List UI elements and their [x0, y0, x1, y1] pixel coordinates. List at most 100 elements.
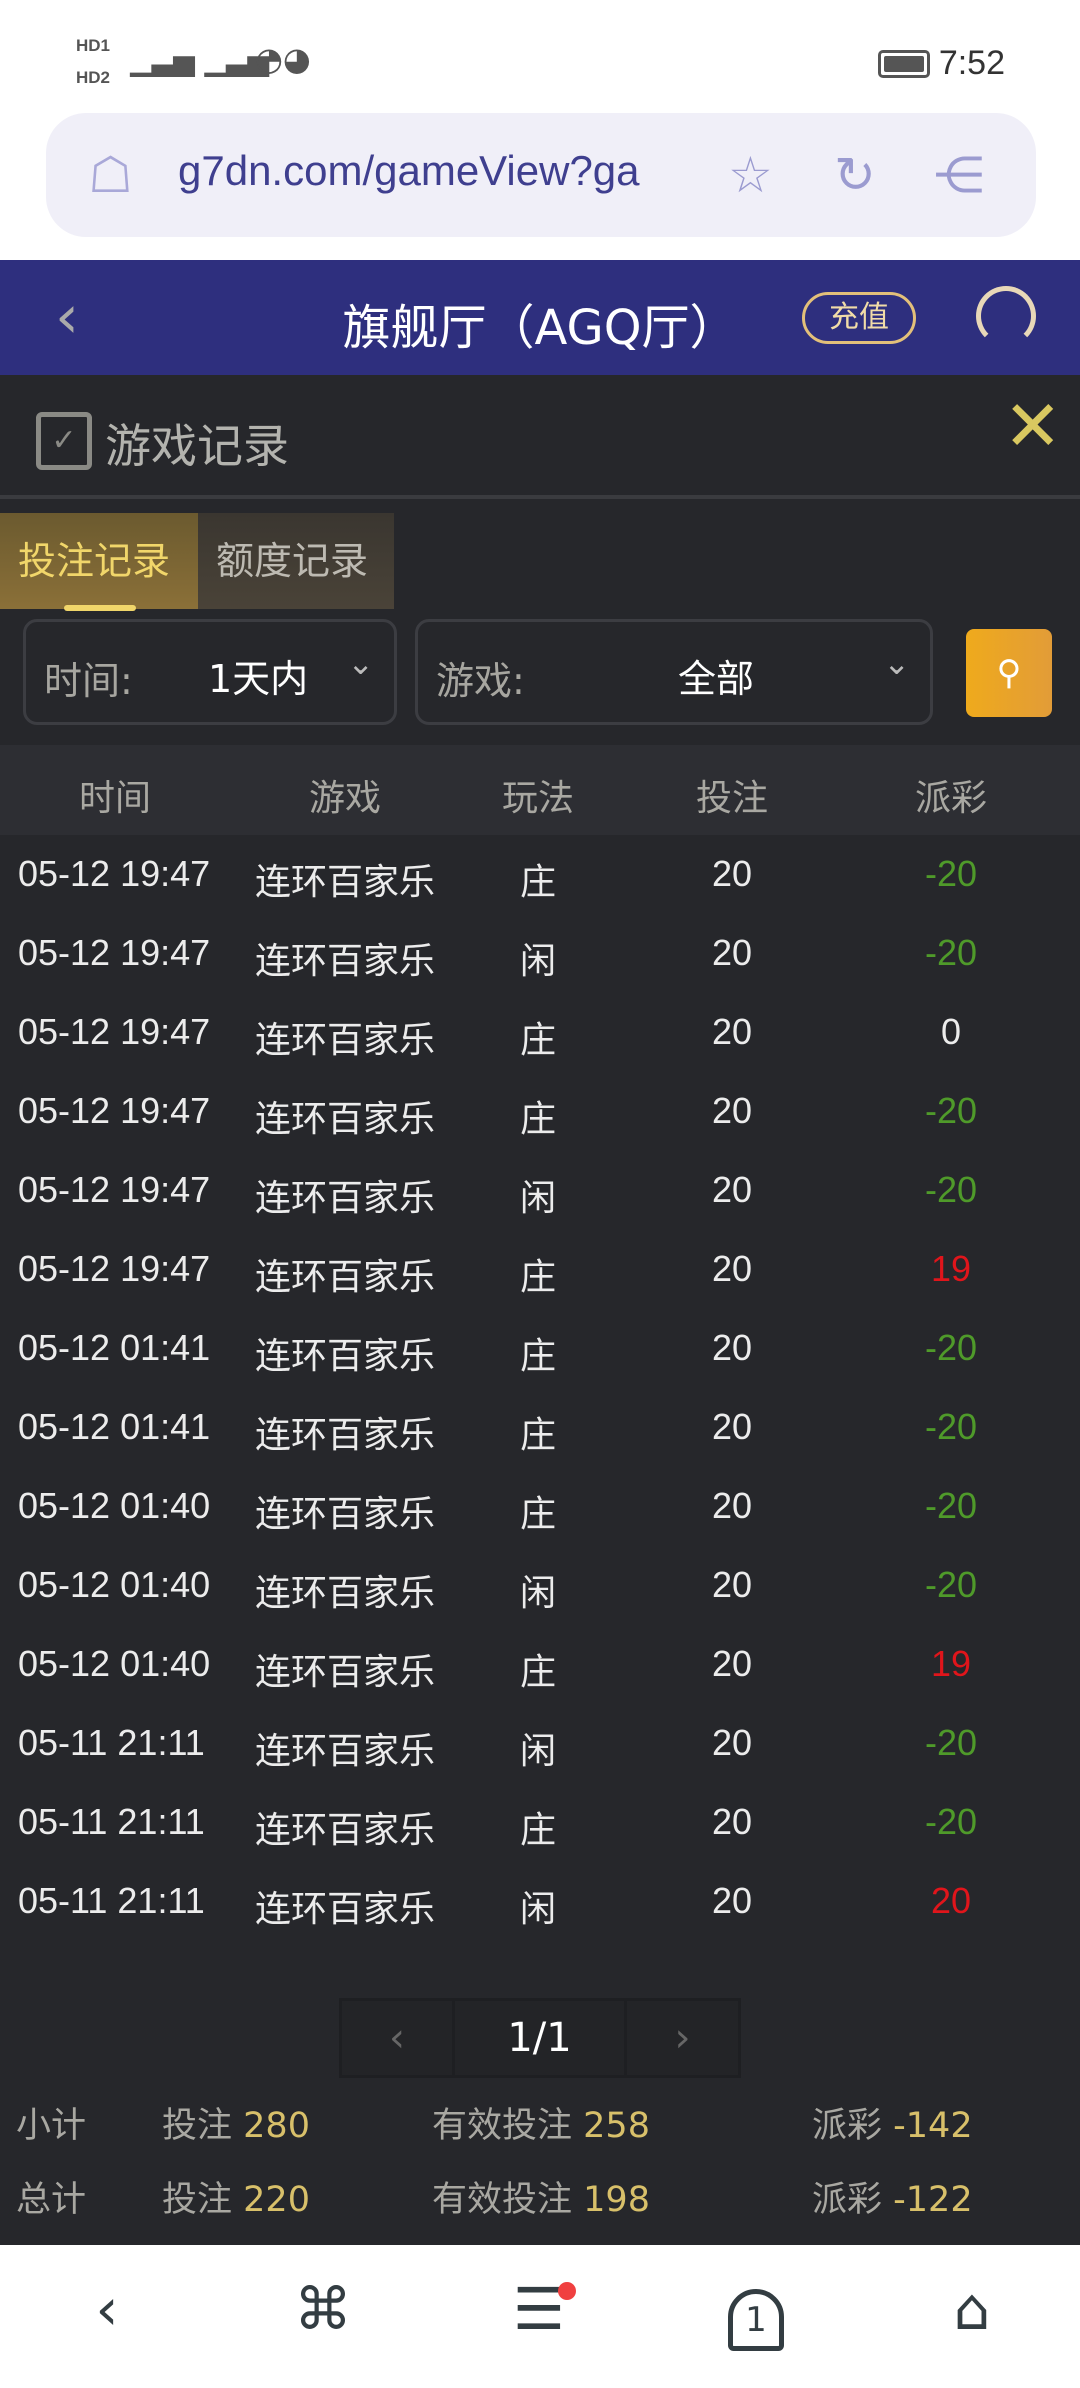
active-tab-indicator: [64, 605, 136, 611]
table-row: 05-12 19:47 连环百家乐 闲 20 -20: [0, 1151, 1080, 1230]
time-label: 时间:: [44, 659, 133, 703]
cell-game: 连环百家乐: [254, 1335, 436, 1376]
cell-game: 连环百家乐: [254, 861, 436, 902]
subtotal-label: 小计: [16, 2106, 87, 2146]
cell-time: 05-11 21:11: [18, 1801, 205, 1842]
value: 220: [243, 2180, 310, 2220]
cell-game: 连环百家乐: [254, 1019, 436, 1060]
search-button[interactable]: ⚲: [966, 629, 1052, 717]
back-icon[interactable]: ‹: [95, 2275, 119, 2343]
tab-credit-records[interactable]: 额度记录: [198, 513, 394, 609]
cell-bet: 20: [711, 1327, 753, 1368]
subtotal-bet: 投注 280: [162, 2097, 310, 2148]
total-payout: 派彩 -122: [812, 2171, 973, 2222]
cell-game: 连环百家乐: [254, 1177, 436, 1218]
table-row: 05-12 01:40 连环百家乐 闲 20 -20: [0, 1546, 1080, 1625]
label: 派彩: [812, 2180, 883, 2220]
game-select[interactable]: 游戏: 全部 ⌄: [415, 619, 933, 725]
cell-game: 连环百家乐: [254, 1730, 436, 1771]
wifi-icon: ◔◕: [255, 40, 311, 78]
header-game: 游戏: [308, 778, 382, 819]
table-row: 05-12 01:40 连环百家乐 庄 20 19: [0, 1625, 1080, 1704]
subtotal-payout: 派彩 -142: [812, 2097, 973, 2148]
modal-title: 游戏记录: [105, 419, 289, 473]
command-icon[interactable]: ⌘: [294, 2275, 352, 2343]
label: 投注: [162, 2106, 233, 2146]
cell-game: 连环百家乐: [254, 1256, 436, 1297]
page-title: 旗舰厅（AGQ厅）: [342, 300, 738, 356]
notification-dot: [558, 2282, 576, 2300]
recharge-button[interactable]: 充值: [802, 292, 916, 344]
reload-icon[interactable]: ↻: [834, 146, 876, 204]
value: -122: [893, 2180, 973, 2220]
next-page-button[interactable]: ›: [674, 2015, 691, 2061]
cell-bet: 20: [711, 1485, 753, 1526]
address-bar[interactable]: ☖ g7dn.com/gameView?ga ☆ ↻ ⋲: [46, 113, 1036, 237]
cell-time: 05-12 01:41: [18, 1406, 211, 1447]
cell-payout: -20: [924, 1801, 978, 1842]
tabs-icon[interactable]: 1: [728, 2289, 784, 2351]
header-time: 时间: [78, 778, 152, 819]
cell-time: 05-12 01:40: [18, 1485, 211, 1526]
label: 派彩: [812, 2106, 883, 2146]
table-row: 05-12 01:41 连环百家乐 庄 20 -20: [0, 1388, 1080, 1467]
cell-time: 05-12 01:40: [18, 1564, 211, 1605]
header-payout: 派彩: [914, 778, 988, 819]
cell-bet: 20: [711, 1406, 753, 1447]
cell-payout: -20: [924, 1406, 978, 1447]
cell-signal-icon: ▁▃▅ ▁▃▅: [130, 44, 269, 77]
cell-play: 庄: [519, 861, 557, 902]
cell-play: 闲: [519, 940, 557, 981]
cell-bet: 20: [711, 1801, 753, 1842]
cell-payout: -20: [924, 1485, 978, 1526]
cell-play: 闲: [519, 1888, 557, 1929]
cell-play: 闲: [519, 1730, 557, 1771]
cell-time: 05-12 01:40: [18, 1643, 211, 1684]
page-indicator: 1/1: [455, 2001, 627, 2075]
value: -142: [893, 2106, 973, 2146]
value: 258: [583, 2106, 650, 2146]
cell-payout: -20: [924, 1169, 978, 1210]
home-icon[interactable]: ⌂: [953, 2275, 991, 2343]
cell-payout: -20: [924, 932, 978, 973]
cell-play: 庄: [519, 1256, 557, 1297]
browser-nav-bar: ‹ ⌘ ☰ 1 ⌂: [0, 2245, 1080, 2388]
cell-bet: 20: [711, 1564, 753, 1605]
cell-play: 闲: [519, 1177, 557, 1218]
cell-time: 05-12 19:47: [18, 1090, 211, 1131]
cell-bet: 20: [711, 1011, 753, 1052]
subtotal-valid-bet: 有效投注 258: [432, 2097, 650, 2148]
value: 198: [583, 2180, 650, 2220]
cell-time: 05-12 19:47: [18, 932, 211, 973]
cell-payout: -20: [924, 1564, 978, 1605]
cell-play: 闲: [519, 1572, 557, 1613]
chevron-down-icon: ⌄: [883, 644, 910, 682]
tab-bet-records[interactable]: 投注记录: [0, 513, 198, 609]
cell-payout: -20: [924, 1327, 978, 1368]
cell-play: 庄: [519, 1651, 557, 1692]
share-icon[interactable]: ⋲: [934, 146, 984, 204]
cell-payout: 19: [930, 1248, 972, 1289]
url-text[interactable]: g7dn.com/gameView?ga: [178, 147, 640, 194]
customer-service-icon[interactable]: [976, 286, 1036, 346]
ghost-security-icon[interactable]: ☖: [88, 146, 133, 204]
close-icon[interactable]: ✕: [1003, 385, 1062, 467]
total-bet: 投注 220: [162, 2171, 310, 2222]
cell-game: 连环百家乐: [254, 1493, 436, 1534]
menu-icon[interactable]: ☰: [513, 2275, 565, 2343]
star-icon[interactable]: ☆: [728, 146, 773, 204]
cell-time: 05-12 19:47: [18, 1169, 211, 1210]
cell-play: 庄: [519, 1414, 557, 1455]
cell-game: 连环百家乐: [254, 1651, 436, 1692]
cell-payout: -20: [924, 1722, 978, 1763]
cell-game: 连环百家乐: [254, 1888, 436, 1929]
app-header: ‹ 旗舰厅（AGQ厅） 充值: [0, 260, 1080, 375]
time-select[interactable]: 时间: 1天内 ⌄: [23, 619, 397, 725]
table-row: 05-12 19:47 连环百家乐 庄 20 0: [0, 993, 1080, 1072]
cell-game: 连环百家乐: [254, 1572, 436, 1613]
label: 投注: [162, 2180, 233, 2220]
prev-page-button[interactable]: ‹: [342, 2001, 455, 2075]
back-icon[interactable]: ‹: [55, 282, 79, 352]
game-record-modal: ✓ 游戏记录 ✕ 投注记录 额度记录 时间: 1天内 ⌄ 游戏: 全部 ⌄ ⚲ …: [0, 375, 1080, 2245]
label: 有效投注: [432, 2106, 573, 2146]
